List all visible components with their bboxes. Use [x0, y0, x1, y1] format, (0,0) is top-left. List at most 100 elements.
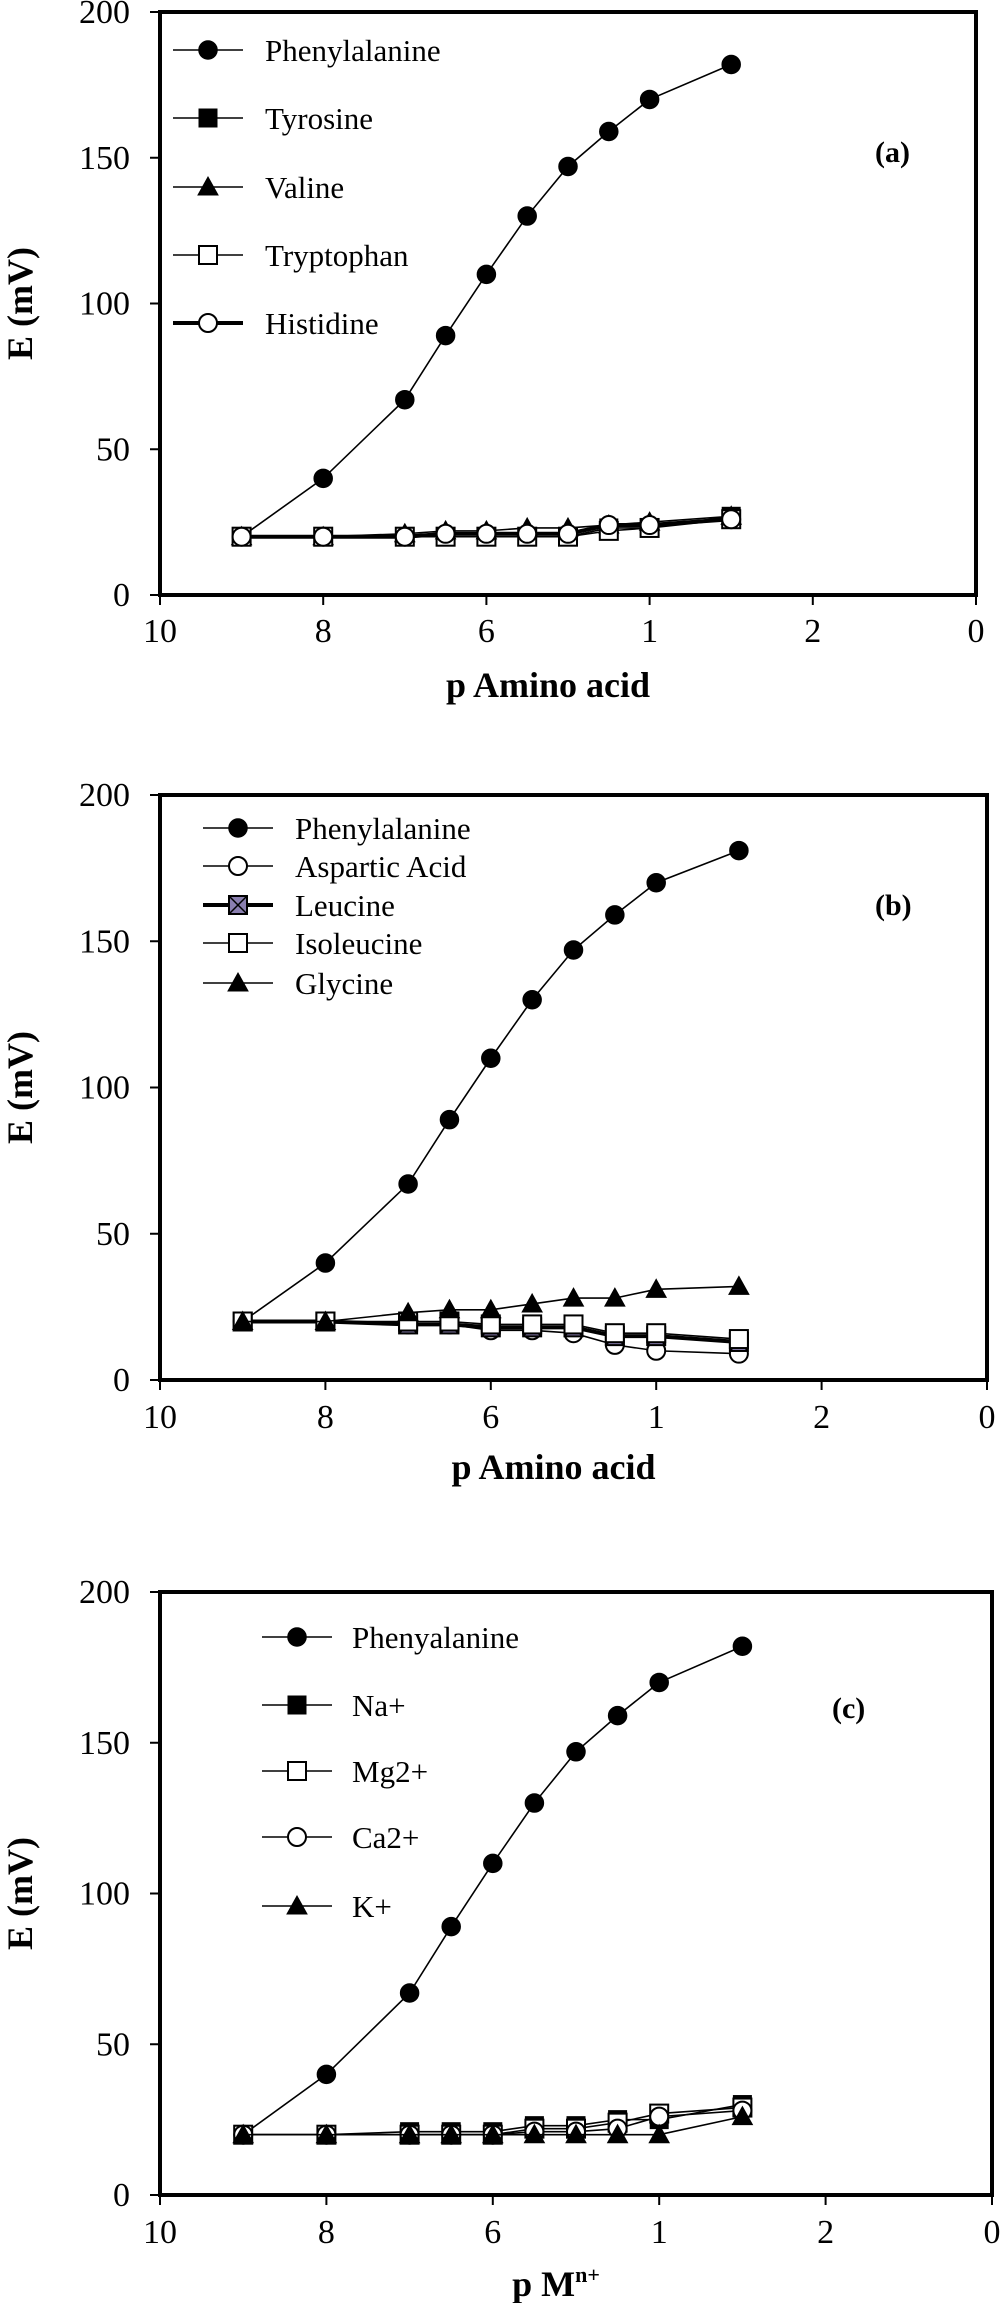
data-point [732, 1636, 753, 1657]
legend-marker [286, 1894, 308, 1915]
data-point [314, 1310, 337, 1330]
x-tick-label: 6 [484, 2214, 501, 2251]
legend-label: Phenyalanine [352, 1620, 519, 1655]
data-point [721, 54, 741, 75]
data-point [231, 526, 252, 547]
data-point [645, 1278, 668, 1298]
legend-label: Aspartic Acid [295, 849, 467, 884]
x-axis-title-base: p M [512, 2264, 575, 2303]
data-point [728, 1329, 749, 1350]
data-point [599, 121, 619, 142]
panel-label: (a) [875, 136, 910, 169]
data-point [481, 2123, 504, 2144]
data-point [639, 89, 660, 110]
y-axis-title: E (mV) [0, 1837, 40, 1950]
legend-entry-mg2: Mg2+ [262, 1754, 428, 1789]
legend-marker [228, 818, 248, 838]
data-point [563, 1314, 584, 1335]
x-tick-label: 1 [651, 2214, 668, 2251]
series-line [242, 1319, 740, 1344]
data-point [558, 156, 578, 177]
x-tick-label: 10 [143, 2214, 177, 2251]
legend-marker [227, 971, 249, 992]
legend-label: Na+ [352, 1688, 406, 1723]
data-point [563, 940, 584, 960]
data-point [440, 2123, 463, 2144]
legend-label: Tyrosine [265, 101, 373, 136]
data-point [524, 1793, 545, 1813]
x-tick-label: 0 [979, 1399, 996, 1436]
legend-entry-phenylalanine: Phenylalanine [173, 33, 441, 68]
data-point [394, 526, 415, 547]
legend-marker [197, 175, 219, 196]
legend-marker [228, 895, 248, 915]
data-point [397, 1301, 419, 1322]
data-point [558, 523, 578, 544]
data-point [231, 1310, 254, 1330]
series-line [242, 1285, 739, 1323]
data-point [522, 990, 542, 1010]
data-point [395, 389, 415, 410]
y-tick-label: 150 [79, 1725, 130, 1762]
data-point [604, 1287, 626, 1307]
data-point [479, 1298, 502, 1319]
legend-entry-valine: Valine [173, 170, 344, 205]
x-tick-label: 2 [813, 1399, 830, 1436]
data-point [648, 2123, 671, 2144]
chart-panel-c: 0 50 100 150 200 10 8 6 1 2 0 E (mV) p Mn+ (c) Phenyal… [0, 1574, 1000, 2303]
x-tick-label: 1 [641, 613, 658, 650]
legend-entry-ca2: Ca2+ [262, 1820, 419, 1855]
y-axis-title: E (mV) [0, 247, 40, 360]
data-point [435, 325, 456, 346]
y-tick-label: 50 [96, 431, 130, 468]
x-tick-label: 0 [968, 613, 985, 650]
panel-label: (b) [875, 889, 912, 922]
data-point [232, 2123, 255, 2144]
data-point [316, 2064, 337, 2085]
legend-entry-na: Na+ [262, 1688, 406, 1723]
data-point [399, 1983, 420, 2003]
data-point [523, 2123, 546, 2144]
data-point [517, 523, 538, 544]
x-tick-label: 2 [817, 2214, 834, 2251]
data-point [517, 206, 537, 226]
data-point [646, 873, 666, 893]
data-point [646, 1323, 667, 1344]
legend-entry-k: K+ [262, 1889, 392, 1924]
legend-label: Glycine [295, 966, 393, 1001]
x-tick-label: 8 [317, 1399, 334, 1436]
series-isoleucine [232, 1311, 749, 1350]
legend-label: Mg2+ [352, 1754, 428, 1789]
data-point [398, 2123, 421, 2144]
data-point [435, 523, 456, 544]
y-tick-label: 50 [96, 2026, 130, 2063]
legend-marker [198, 245, 218, 265]
series-k [232, 2105, 754, 2144]
data-point [649, 1672, 669, 1693]
legend-label: Valine [265, 170, 344, 205]
y-tick-label: 100 [79, 1876, 130, 1913]
data-point [598, 515, 619, 536]
data-point [607, 1705, 628, 1726]
series-line [243, 2103, 743, 2136]
y-tick-label: 200 [79, 1574, 130, 1611]
data-point [522, 1314, 543, 1335]
legend-label: K+ [352, 1889, 392, 1924]
series-histidine [231, 509, 742, 547]
y-tick-label: 150 [79, 923, 130, 960]
data-point [438, 1298, 461, 1319]
x-tick-label: 1 [648, 1399, 665, 1436]
data-point [315, 1253, 336, 1273]
chart-panel-a: 0 50 100 150 200 10 8 6 1 2 0 E (mV) p Amino acid (a)… [0, 0, 985, 705]
series-line [242, 1645, 743, 2136]
x-tick-label: 10 [143, 613, 177, 650]
data-point [566, 1742, 586, 1762]
data-point [313, 526, 334, 547]
legend-marker [198, 108, 218, 128]
x-tick-label: 0 [984, 2214, 1000, 2251]
x-axis-title: p Amino acid [451, 1447, 655, 1487]
legend-marker [287, 1627, 307, 1647]
x-tick-label: 6 [482, 1399, 499, 1436]
chart-panel-b: 0 50 100 150 200 10 8 6 1 2 0 E (mV) p Amino acid (b)… [0, 777, 996, 1487]
